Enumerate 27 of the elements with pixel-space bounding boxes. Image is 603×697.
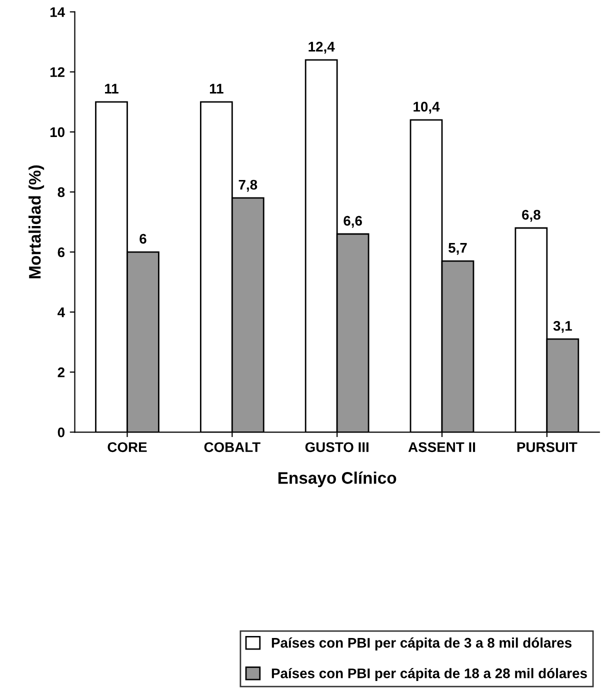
data-label: 6,8 <box>522 210 540 222</box>
y-tick-label: 0 <box>58 427 64 438</box>
x-tick-label: CORE <box>108 442 147 452</box>
x-tick-label: PURSUIT <box>517 442 578 452</box>
y-tick-label: 8 <box>58 187 65 198</box>
x-tick-label: COBALT <box>204 442 260 452</box>
data-label: 3,1 <box>553 320 572 333</box>
data-label: 6 <box>140 234 146 244</box>
data-label: 11 <box>210 84 224 94</box>
x-tick-label: ASSENT II <box>408 442 476 452</box>
data-label: 11 <box>105 84 118 94</box>
legend-label: Países con PBI per cápita de 18 a 28 mil dólares <box>272 668 587 682</box>
y-tick-label: 6 <box>58 247 65 258</box>
y-tick-label: 12 <box>50 67 64 77</box>
y-axis-title: Mortalidad (%) <box>28 165 44 278</box>
data-label: 6,6 <box>344 216 362 228</box>
data-label: 12,4 <box>308 42 335 54</box>
data-label: 5,7 <box>448 243 467 255</box>
y-tick-label: 10 <box>50 127 64 138</box>
y-tick-label: 2 <box>58 367 64 378</box>
x-axis-title: Ensayo Clínico <box>278 471 396 488</box>
data-label: 10,4 <box>414 102 440 114</box>
legend-label: Países con PBI per cápita de 3 a 8 mil dólares <box>272 637 572 650</box>
y-tick-label: 14 <box>50 7 65 17</box>
y-tick-label: 4 <box>58 308 65 318</box>
x-tick-label: GUSTO III <box>305 442 368 452</box>
data-label: 7,8 <box>238 180 258 192</box>
